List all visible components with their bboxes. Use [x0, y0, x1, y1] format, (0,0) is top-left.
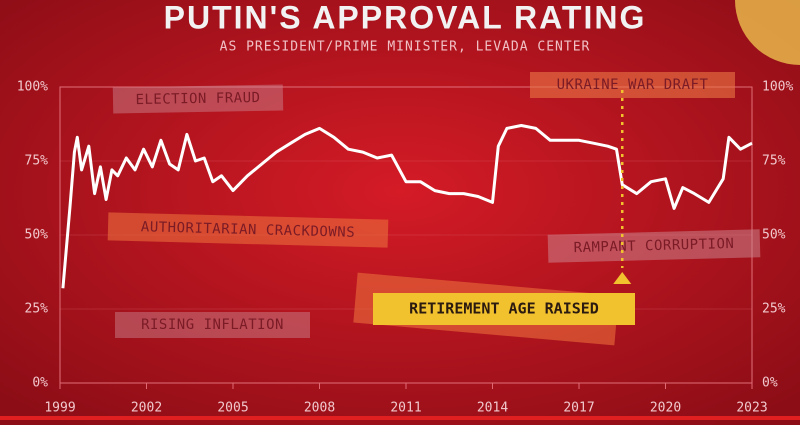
y-tick-label: 0% [32, 376, 48, 391]
y-tick-label-right: 100% [762, 80, 793, 95]
y-tick-label-right: 50% [762, 228, 786, 243]
x-tick-label: 2020 [650, 401, 681, 416]
annotation: RISING INFLATION [115, 312, 310, 338]
annotation-box [107, 212, 389, 248]
x-tick-label: 2002 [131, 401, 162, 416]
annotation-text: RISING INFLATION [141, 317, 284, 333]
annotation-box [530, 72, 735, 98]
y-tick-label: 75% [25, 154, 49, 169]
annotation-text: UKRAINE WAR DRAFT [557, 77, 709, 93]
event-label: RETIREMENT AGE RAISED [409, 300, 599, 318]
y-tick-label-right: 75% [762, 154, 786, 169]
x-tick-label: 2017 [563, 401, 594, 416]
annotation: AUTHORITARIAN CRACKDOWNS [107, 212, 389, 248]
annotation-box [115, 312, 310, 338]
approval-line [61, 124, 753, 289]
x-tick-label: 2008 [304, 401, 335, 416]
corner-decoration [735, 0, 800, 65]
x-tick-label: 2005 [217, 401, 248, 416]
x-tick-label: 2023 [736, 401, 767, 416]
y-tick-label-right: 25% [762, 302, 786, 317]
x-tick-label: 2011 [390, 401, 421, 416]
y-tick-label: 100% [17, 80, 48, 95]
event-pointer [613, 272, 632, 284]
chart-subtitle: AS PRESIDENT/PRIME MINISTER, LEVADA CENT… [220, 40, 591, 55]
annotation: RAMPANT CORRUPTION [547, 229, 761, 263]
annotation-text: RAMPANT CORRUPTION [573, 236, 734, 256]
x-tick-label: 1999 [44, 401, 75, 416]
annotation: UKRAINE WAR DRAFT [530, 72, 735, 98]
y-tick-label: 25% [25, 302, 49, 317]
x-tick-label: 2014 [477, 401, 508, 416]
annotation-box [547, 229, 761, 263]
annotation-text: AUTHORITARIAN CRACKDOWNS [141, 219, 356, 241]
progress-bar [0, 416, 800, 420]
annotation-box [112, 84, 284, 114]
chart-title: PUTIN'S APPROVAL RATING [164, 0, 647, 35]
y-tick-label-right: 0% [762, 376, 778, 391]
annotation: ELECTION FRAUD [112, 84, 284, 114]
y-tick-label: 50% [25, 228, 49, 243]
annotation-text: ELECTION FRAUD [135, 90, 260, 108]
event-box [373, 293, 635, 325]
